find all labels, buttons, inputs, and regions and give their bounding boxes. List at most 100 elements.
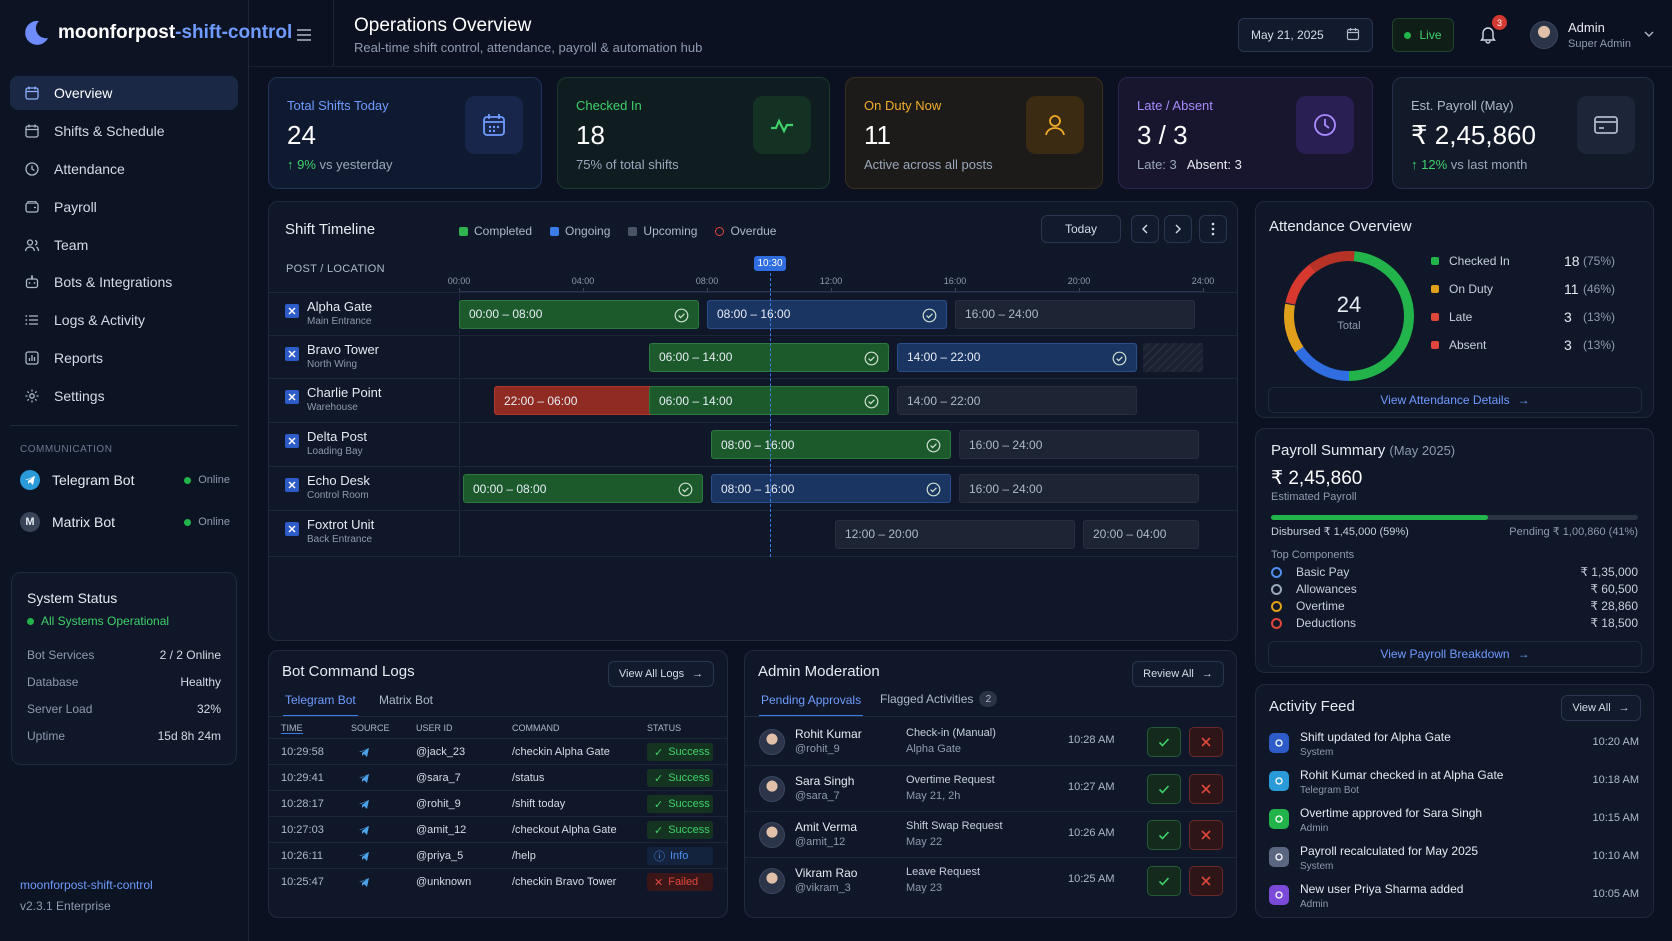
sidebar-item-shifts-schedule[interactable]: Shifts & Schedule — [10, 114, 238, 148]
approve-button[interactable] — [1147, 866, 1181, 896]
review-all-button[interactable]: Review All → — [1132, 661, 1224, 687]
more-options-button[interactable] — [1199, 215, 1227, 243]
shift-bar[interactable]: 08:00 – 16:00 — [711, 430, 951, 459]
shift-bar[interactable]: 20:00 – 04:00 — [1083, 519, 1199, 549]
status-icon: ✓ — [654, 746, 664, 759]
sidebar-item-logs-activity[interactable]: Logs & Activity — [10, 303, 238, 337]
shift-bar[interactable]: 06:00 – 14:00 — [649, 386, 889, 415]
matrix-status: Online — [198, 516, 230, 528]
sidebar-item-reports[interactable]: Reports — [10, 341, 238, 375]
today-button[interactable]: Today — [1041, 215, 1121, 243]
activity-item[interactable]: Shift updated for Alpha Gate System 10:20 … — [1256, 730, 1653, 768]
approve-button[interactable] — [1147, 820, 1181, 850]
check-circle-icon — [864, 394, 879, 409]
sidebar-item-payroll[interactable]: Payroll — [10, 190, 238, 224]
tab-telegram-bot[interactable]: Telegram Bot — [283, 693, 358, 717]
tab-matrix-bot[interactable]: Matrix Bot — [379, 693, 434, 707]
payroll-title-text: Payroll Summary — [1271, 442, 1386, 459]
shift-bar[interactable]: 08:00 – 16:00 — [711, 474, 951, 503]
version-name[interactable]: moonforpost-shift-control — [20, 878, 153, 892]
post-location: Loading Bay — [307, 446, 363, 457]
shift-time: 08:00 – 16:00 — [721, 437, 795, 452]
telegram-bot-item[interactable]: Telegram Bot Online — [20, 468, 230, 492]
kpi-checked-in[interactable]: Checked In 18 75% of total shifts — [557, 77, 830, 189]
sidebar-item-overview[interactable]: Overview — [10, 76, 238, 110]
reject-button[interactable] — [1189, 774, 1223, 804]
activity-item[interactable]: New user Priya Sharma added Admin 10:05 AM — [1256, 882, 1653, 920]
activity-time: 10:10 AM — [1592, 850, 1639, 862]
app-logo[interactable]: moonforpost-shift-control — [20, 18, 292, 48]
check-circle-icon — [678, 482, 693, 497]
post-name[interactable]: Charlie Point — [307, 385, 382, 400]
post-name[interactable]: Alpha Gate — [307, 299, 373, 314]
user-menu[interactable]: Admin Super Admin — [1530, 18, 1655, 54]
sidebar-item-attendance[interactable]: Attendance — [10, 152, 238, 186]
timeline-legend: Completed Ongoing Upcoming Overdue — [459, 224, 776, 238]
date-picker[interactable]: May 21, 2025 — [1238, 18, 1373, 52]
check-circle-icon — [926, 438, 941, 453]
approval-row: Sara Singh @sara_7 Overtime Request May 21,… — [745, 765, 1236, 811]
kpi-late-absent[interactable]: Late / Absent 3 / 3 Late: 3 Absent: 3 — [1118, 77, 1373, 189]
approve-button[interactable] — [1147, 727, 1181, 757]
post-name[interactable]: Foxtrot Unit — [307, 517, 375, 532]
comm-heading: COMMUNICATION — [20, 444, 113, 455]
post-icon — [285, 434, 299, 448]
activity-item[interactable]: Overtime approved for Sara Singh Admin 10:… — [1256, 806, 1653, 844]
notification-bell-icon[interactable]: 3 — [1478, 15, 1507, 46]
sidebar-item-label: Payroll — [54, 199, 97, 215]
sidebar-item-team[interactable]: Team — [10, 228, 238, 262]
activity-view-all-button[interactable]: View All → — [1561, 695, 1641, 721]
requester-handle: @amit_12 — [795, 836, 846, 848]
status-badge: ✕ Failed — [647, 873, 713, 891]
shift-bar[interactable]: 00:00 – 08:00 — [459, 299, 699, 329]
prev-button[interactable] — [1131, 215, 1159, 243]
log-row[interactable]: 10:27:03 @amit_12/checkout Alpha Gate ✓ Suc… — [269, 816, 727, 842]
kpi-total-shifts[interactable]: Total Shifts Today 24 ↑ 9% vs yesterday — [268, 77, 542, 189]
shift-bar[interactable]: 12:00 – 20:00 — [835, 519, 1075, 549]
menu-toggle-icon[interactable] — [296, 28, 312, 45]
tab-flagged-activities[interactable]: Flagged Activities 2 — [880, 691, 998, 707]
reject-button[interactable] — [1189, 727, 1223, 757]
shift-bar[interactable]: 00:00 – 08:00 — [463, 474, 703, 503]
view-all-logs-button[interactable]: View All Logs → — [608, 661, 714, 687]
shift-bar[interactable]: 06:00 – 14:00 — [649, 342, 889, 372]
matrix-bot-item[interactable]: M Matrix Bot Online — [20, 510, 230, 534]
sidebar-item-bots-integrations[interactable]: Bots & Integrations — [10, 265, 238, 299]
approve-button[interactable] — [1147, 774, 1181, 804]
post-name[interactable]: Delta Post — [307, 429, 367, 444]
kpi-on-duty[interactable]: On Duty Now 11 Active across all posts — [845, 77, 1103, 189]
sidebar-divider — [10, 425, 238, 426]
sidebar-item-settings[interactable]: Settings — [10, 379, 238, 413]
notification-count-badge: 3 — [1492, 15, 1507, 30]
post-icon — [285, 522, 299, 536]
shift-bar[interactable]: 16:00 – 24:00 — [959, 430, 1199, 459]
log-row[interactable]: 10:29:41 @sara_7/status ✓ Success — [269, 764, 727, 790]
up-arrow-icon: ↑ — [1411, 157, 1422, 172]
shift-bar[interactable]: 14:00 – 22:00 — [897, 342, 1137, 372]
chevron-down-icon — [1643, 28, 1655, 43]
activity-item[interactable]: Rohit Kumar checked in at Alpha Gate Tele… — [1256, 768, 1653, 806]
log-row[interactable]: 10:29:58 @jack_23/checkin Alpha Gate ✓ Succ… — [269, 738, 727, 764]
view-attendance-details-link[interactable]: View Attendance Details → — [1268, 387, 1642, 413]
reject-button[interactable] — [1189, 866, 1223, 896]
view-payroll-breakdown-link[interactable]: View Payroll Breakdown → — [1268, 641, 1642, 667]
log-row[interactable]: 10:26:11 @priya_5/help ⓘ Info — [269, 842, 727, 868]
tab-pending-approvals[interactable]: Pending Approvals — [759, 693, 864, 717]
shift-bar[interactable]: 16:00 – 24:00 — [955, 299, 1195, 329]
log-row[interactable]: 10:25:47 @unknown/checkin Bravo Tower ✕ Fai… — [269, 868, 727, 894]
shift-bar[interactable]: 14:00 – 22:00 — [897, 386, 1137, 415]
shift-bar[interactable]: 16:00 – 24:00 — [959, 474, 1199, 503]
status-icon: ✓ — [654, 824, 664, 837]
activity-item[interactable]: Payroll recalculated for May 2025 System 1… — [1256, 844, 1653, 882]
calendar-icon — [24, 123, 40, 139]
next-button[interactable] — [1164, 215, 1192, 243]
post-name[interactable]: Echo Desk — [307, 473, 370, 488]
reject-button[interactable] — [1189, 820, 1223, 850]
log-row[interactable]: 10:28:17 @rohit_9/shift today ✓ Success — [269, 790, 727, 816]
live-indicator[interactable]: Live — [1392, 18, 1454, 52]
kpi-est-payroll[interactable]: Est. Payroll (May) ₹ 2,45,860 ↑ 12% vs l… — [1392, 77, 1654, 189]
shift-time: 08:00 – 16:00 — [717, 307, 791, 321]
check-circle-icon — [864, 351, 879, 366]
post-name[interactable]: Bravo Tower — [307, 342, 380, 357]
shift-bar[interactable]: 08:00 – 16:00 — [707, 299, 947, 329]
